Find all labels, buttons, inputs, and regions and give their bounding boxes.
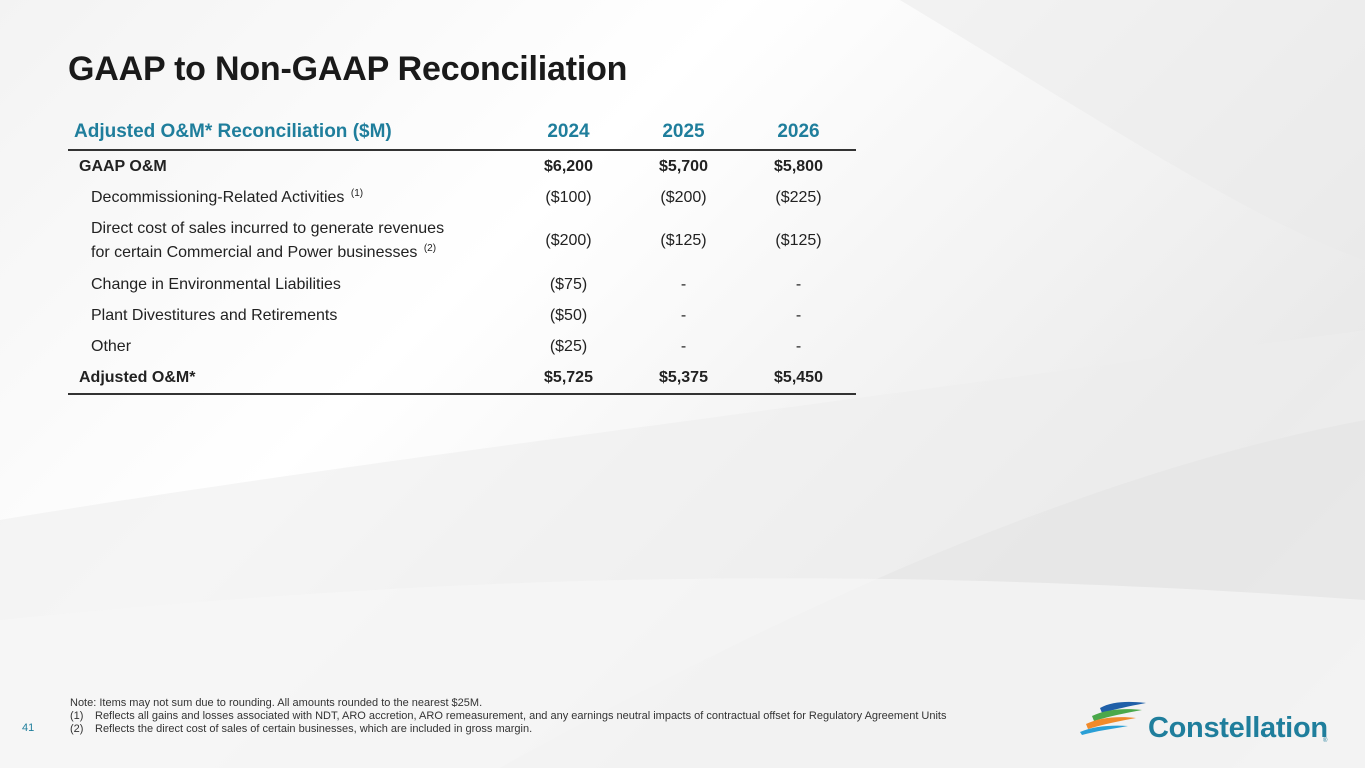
cell-value: - [795,275,802,293]
cell-value: $5,700 [659,157,708,175]
cell-value: ($200) [545,232,592,249]
cell-value: ($25) [549,337,588,355]
table-row-other: Other ($25) - - [68,331,856,362]
cell-value: $5,725 [511,362,626,395]
footnote-1: (1) Reflects all gains and losses associa… [70,710,947,723]
table-row-divestitures: Plant Divestitures and Retirements ($50)… [68,300,856,331]
logo-registered-mark: ® [1323,738,1328,744]
row-label: Adjusted O&M* [68,362,511,395]
row-label-line2: for certain Commercial and Power busines… [91,244,418,261]
footnote-text: Reflects all gains and losses associated… [95,710,947,722]
footnote-note: Note: Items may not sum due to rounding.… [70,697,483,709]
cell-value: ($125) [660,232,707,249]
table-row-adjusted-om: Adjusted O&M* $5,725 $5,375 $5,450 [68,362,856,395]
footnote-marker: (1) [350,188,364,199]
row-label: Direct cost of sales incurred to generat… [68,213,511,269]
header-2025: 2025 [626,114,741,151]
table-row-decommissioning: Decommissioning-Related Activities (1) (… [68,182,856,213]
footnote-number: (1) [70,710,84,722]
page-title: GAAP to Non-GAAP Reconciliation [68,50,628,88]
row-label: Change in Environmental Liabilities [91,275,341,293]
cell-value: - [680,306,687,324]
row-label: GAAP O&M [79,157,167,175]
cell-value: - [680,337,687,355]
footnote-2: (2) Reflects the direct cost of sales of … [70,723,947,736]
cell-value: $5,375 [626,362,741,395]
row-label: Other [91,337,132,355]
cell-value: - [795,337,802,355]
row-label-line1: Direct cost of sales incurred to generat… [91,220,445,237]
header-2024: 2024 [511,114,626,151]
table-row-environmental: Change in Environmental Liabilities ($75… [68,269,856,300]
row-label-text: Decommissioning-Related Activities [91,189,345,206]
table-row-direct-cost: Direct cost of sales incurred to generat… [68,213,856,269]
footnote-text: Reflects the direct cost of sales of cer… [95,723,533,735]
cell-value: - [680,275,687,293]
footnotes: Note: Items may not sum due to rounding.… [70,697,947,736]
cell-value: - [795,306,802,324]
cell-value: ($50) [549,306,588,324]
logo-text: Constellation [1148,712,1328,744]
constellation-logo: Constellation ® [1080,700,1330,750]
footnote-number: (2) [70,723,84,735]
cell-value: ($125) [775,232,822,249]
cell-value: ($100) [545,188,592,206]
header-label: Adjusted O&M* Reconciliation ($M) [68,114,511,151]
cell-value: ($75) [549,275,588,293]
table-row-gaap-om: GAAP O&M $6,200 $5,700 $5,800 [68,150,856,182]
cell-value: ($200) [660,188,707,206]
cell-value: $6,200 [544,157,593,175]
header-2026: 2026 [741,114,856,151]
cell-value: $5,450 [741,362,856,395]
cell-value: ($225) [775,188,822,206]
table-header-row: Adjusted O&M* Reconciliation ($M) 2024 2… [68,114,856,151]
cell-value: $5,800 [774,157,823,175]
row-label: Decommissioning-Related Activities (1) [68,182,511,213]
footnote-marker: (2) [423,243,437,254]
row-label: Plant Divestitures and Retirements [91,306,338,324]
page-number: 41 [22,722,35,734]
reconciliation-table: Adjusted O&M* Reconciliation ($M) 2024 2… [68,114,856,395]
constellation-logo-mark-icon [1080,701,1146,735]
